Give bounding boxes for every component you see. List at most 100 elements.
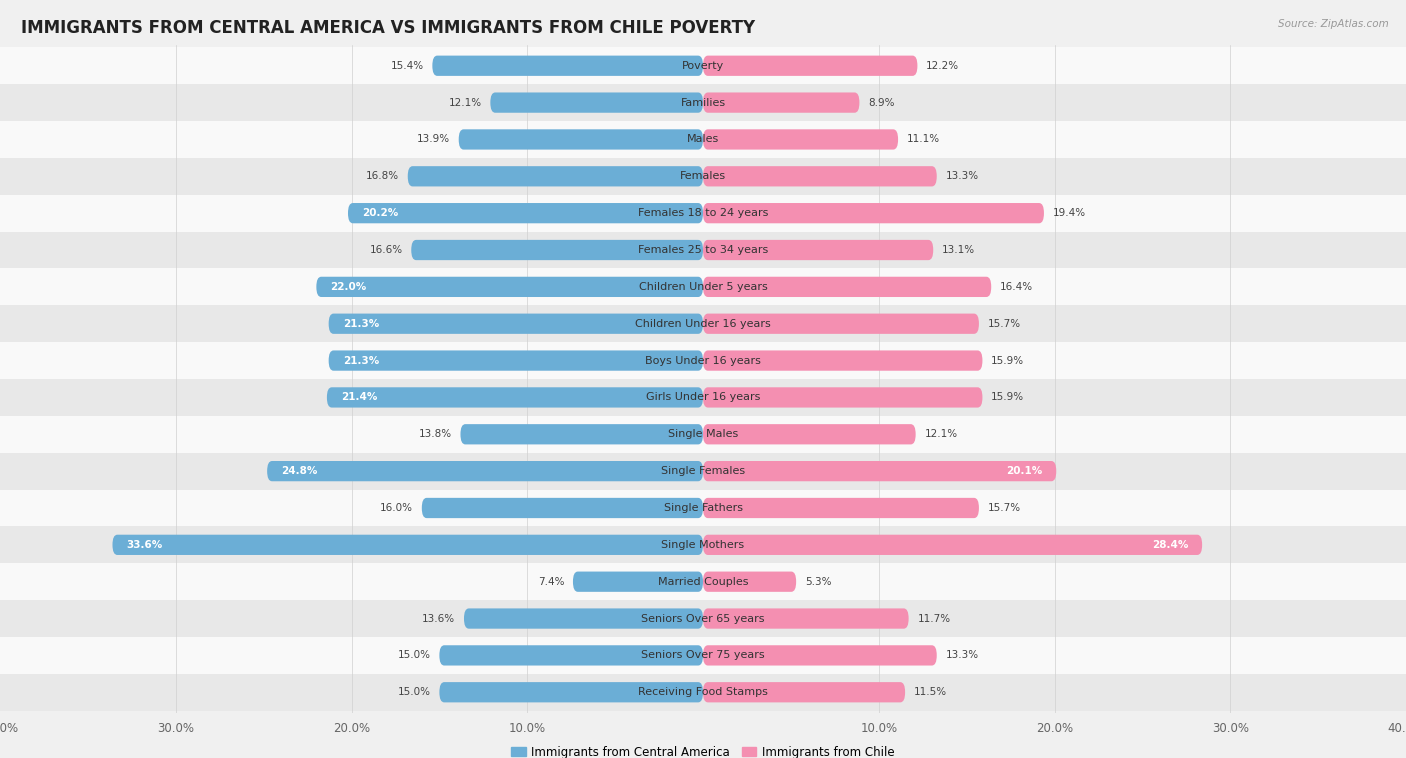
Bar xyxy=(0,600,1406,637)
Text: 13.3%: 13.3% xyxy=(945,650,979,660)
Text: 21.3%: 21.3% xyxy=(343,318,380,329)
Text: Males: Males xyxy=(688,134,718,145)
Text: 21.3%: 21.3% xyxy=(343,356,380,365)
FancyBboxPatch shape xyxy=(703,55,917,76)
Bar xyxy=(0,526,1406,563)
FancyBboxPatch shape xyxy=(703,314,979,334)
Text: 11.5%: 11.5% xyxy=(914,688,948,697)
FancyBboxPatch shape xyxy=(703,277,991,297)
Bar xyxy=(0,379,1406,416)
Text: Boys Under 16 years: Boys Under 16 years xyxy=(645,356,761,365)
Bar xyxy=(0,84,1406,121)
FancyBboxPatch shape xyxy=(267,461,703,481)
FancyBboxPatch shape xyxy=(703,534,1202,555)
FancyBboxPatch shape xyxy=(491,92,703,113)
Text: Females: Females xyxy=(681,171,725,181)
FancyBboxPatch shape xyxy=(703,166,936,186)
FancyBboxPatch shape xyxy=(422,498,703,518)
Text: 8.9%: 8.9% xyxy=(869,98,894,108)
Text: 11.7%: 11.7% xyxy=(917,613,950,624)
FancyBboxPatch shape xyxy=(349,203,703,224)
Text: Married Couples: Married Couples xyxy=(658,577,748,587)
FancyBboxPatch shape xyxy=(439,645,703,666)
Bar xyxy=(0,674,1406,711)
Text: Receiving Food Stamps: Receiving Food Stamps xyxy=(638,688,768,697)
Bar xyxy=(0,342,1406,379)
Text: 13.8%: 13.8% xyxy=(419,429,451,440)
Text: 16.8%: 16.8% xyxy=(366,171,399,181)
Text: 20.2%: 20.2% xyxy=(363,208,398,218)
Bar xyxy=(0,637,1406,674)
FancyBboxPatch shape xyxy=(703,387,983,408)
FancyBboxPatch shape xyxy=(412,240,703,260)
FancyBboxPatch shape xyxy=(703,130,898,149)
Text: 15.0%: 15.0% xyxy=(398,688,430,697)
FancyBboxPatch shape xyxy=(703,203,1043,224)
Bar xyxy=(0,453,1406,490)
FancyBboxPatch shape xyxy=(461,424,703,444)
Bar xyxy=(0,268,1406,305)
Legend: Immigrants from Central America, Immigrants from Chile: Immigrants from Central America, Immigra… xyxy=(506,741,900,758)
Text: 13.9%: 13.9% xyxy=(416,134,450,145)
Text: 12.2%: 12.2% xyxy=(927,61,959,70)
Bar xyxy=(0,416,1406,453)
Bar xyxy=(0,121,1406,158)
FancyBboxPatch shape xyxy=(329,314,703,334)
FancyBboxPatch shape xyxy=(112,534,703,555)
FancyBboxPatch shape xyxy=(703,609,908,628)
Text: 15.7%: 15.7% xyxy=(987,503,1021,513)
Text: Seniors Over 65 years: Seniors Over 65 years xyxy=(641,613,765,624)
Text: 22.0%: 22.0% xyxy=(330,282,367,292)
Bar xyxy=(0,563,1406,600)
Text: Children Under 5 years: Children Under 5 years xyxy=(638,282,768,292)
Text: IMMIGRANTS FROM CENTRAL AMERICA VS IMMIGRANTS FROM CHILE POVERTY: IMMIGRANTS FROM CENTRAL AMERICA VS IMMIG… xyxy=(21,19,755,37)
Text: Single Fathers: Single Fathers xyxy=(664,503,742,513)
Text: 12.1%: 12.1% xyxy=(925,429,957,440)
Text: Source: ZipAtlas.com: Source: ZipAtlas.com xyxy=(1278,19,1389,29)
Text: 33.6%: 33.6% xyxy=(127,540,163,550)
Bar xyxy=(0,158,1406,195)
Text: 16.6%: 16.6% xyxy=(370,245,402,255)
Text: Single Females: Single Females xyxy=(661,466,745,476)
FancyBboxPatch shape xyxy=(439,682,703,703)
FancyBboxPatch shape xyxy=(574,572,703,592)
FancyBboxPatch shape xyxy=(329,350,703,371)
Text: 15.0%: 15.0% xyxy=(398,650,430,660)
Text: 11.1%: 11.1% xyxy=(907,134,941,145)
Text: 5.3%: 5.3% xyxy=(804,577,831,587)
Bar xyxy=(0,232,1406,268)
Text: Girls Under 16 years: Girls Under 16 years xyxy=(645,393,761,402)
Text: 24.8%: 24.8% xyxy=(281,466,318,476)
Text: Poverty: Poverty xyxy=(682,61,724,70)
FancyBboxPatch shape xyxy=(703,461,1056,481)
Text: 19.4%: 19.4% xyxy=(1053,208,1085,218)
Text: Single Mothers: Single Mothers xyxy=(661,540,745,550)
Text: 15.4%: 15.4% xyxy=(391,61,423,70)
Text: Children Under 16 years: Children Under 16 years xyxy=(636,318,770,329)
FancyBboxPatch shape xyxy=(703,92,859,113)
Text: 15.9%: 15.9% xyxy=(991,393,1025,402)
Text: 15.7%: 15.7% xyxy=(987,318,1021,329)
FancyBboxPatch shape xyxy=(458,130,703,149)
Text: 7.4%: 7.4% xyxy=(537,577,564,587)
FancyBboxPatch shape xyxy=(703,498,979,518)
Bar xyxy=(0,47,1406,84)
Text: 15.9%: 15.9% xyxy=(991,356,1025,365)
Text: Females 25 to 34 years: Females 25 to 34 years xyxy=(638,245,768,255)
FancyBboxPatch shape xyxy=(703,682,905,703)
Text: 13.3%: 13.3% xyxy=(945,171,979,181)
FancyBboxPatch shape xyxy=(703,350,983,371)
Text: 16.0%: 16.0% xyxy=(380,503,413,513)
Bar xyxy=(0,305,1406,342)
Text: 16.4%: 16.4% xyxy=(1000,282,1033,292)
FancyBboxPatch shape xyxy=(703,572,796,592)
Text: 13.1%: 13.1% xyxy=(942,245,976,255)
FancyBboxPatch shape xyxy=(464,609,703,628)
Text: 13.6%: 13.6% xyxy=(422,613,456,624)
Text: 21.4%: 21.4% xyxy=(342,393,377,402)
Text: Females 18 to 24 years: Females 18 to 24 years xyxy=(638,208,768,218)
FancyBboxPatch shape xyxy=(703,424,915,444)
FancyBboxPatch shape xyxy=(316,277,703,297)
FancyBboxPatch shape xyxy=(703,645,936,666)
Bar xyxy=(0,490,1406,526)
